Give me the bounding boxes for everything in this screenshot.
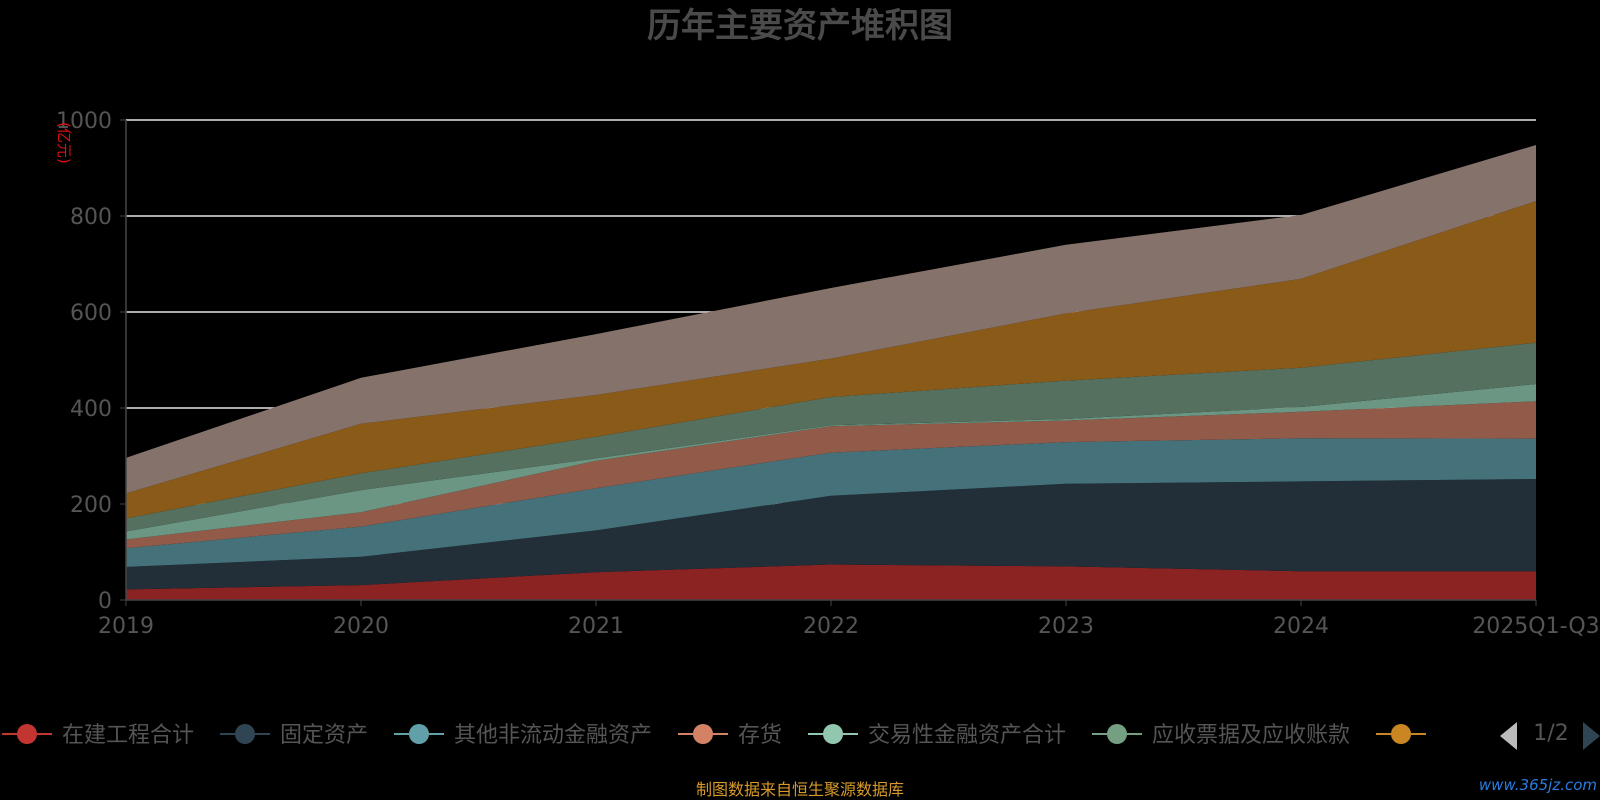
pager-prev-icon[interactable] [1500,722,1517,750]
legend-label: 应收票据及应收账款 [1152,723,1350,748]
legend-item[interactable]: 交易性金融资产合计 [808,723,1066,748]
legend-label: 存货 [738,723,782,748]
legend-marker-icon [17,724,37,744]
area-series-0 [126,564,1536,600]
legend-label: 交易性金融资产合计 [868,723,1066,748]
legend-marker-icon [823,724,843,744]
axes: 0 200 400 600 800 1000 2019 2020 2021 2022 2023 202… [56,109,1600,639]
x-tick-label: 2024 [1273,614,1329,639]
legend-marker-icon [235,724,255,744]
area-series-5 [126,342,1536,532]
x-tick-label: 2025Q1-Q3 [1472,614,1599,639]
y-tick-label: 0 [98,589,112,614]
y-tick-label: 800 [70,205,112,230]
y-tick-label: 600 [70,301,112,326]
legend-item[interactable]: 存货 [678,723,782,748]
area-series-3 [126,401,1536,549]
x-tick-label: 2021 [568,614,624,639]
y-tick-label: 1000 [56,109,112,134]
x-tick-label: 2022 [803,614,859,639]
watermark: www.365jz.com [1479,776,1597,794]
area-series-6 [126,201,1536,519]
area-series-2 [126,438,1536,567]
chart-title: 历年主要资产堆积图 [647,6,953,46]
legend-item[interactable] [1376,724,1426,744]
legend-item[interactable]: 在建工程合计 [2,723,194,748]
legend-label: 固定资产 [280,723,368,748]
area-series [126,145,1536,600]
legend-label: 其他非流动金融资产 [454,723,652,748]
legend-marker-icon [1107,724,1127,744]
legend-item[interactable]: 应收票据及应收账款 [1092,723,1350,748]
pager-next-icon[interactable] [1583,722,1600,750]
legend-item[interactable]: 其他非流动金融资产 [394,723,652,748]
area-series-1 [126,479,1536,590]
y-tick-label: 200 [70,493,112,518]
y-tick-label: 400 [70,397,112,422]
area-series-4 [126,384,1536,540]
pager-label: 1/2 [1533,721,1568,746]
legend-marker-icon [409,724,429,744]
source-note: 制图数据来自恒生聚源数据库 [696,780,904,799]
legend-item[interactable]: 固定资产 [220,723,368,748]
area-series-7 [126,145,1536,494]
legend-marker-icon [1391,724,1411,744]
legend-label: 在建工程合计 [62,723,194,748]
y-unit-label: (亿元) [55,122,73,164]
legend: 在建工程合计 固定资产 其他非流动金融资产 存货 交易性金融资产合计 应收票据及应收账款 [2,723,1426,748]
legend-marker-icon [693,724,713,744]
legend-pager: 1/2 [1500,721,1600,750]
x-tick-label: 2020 [333,614,389,639]
x-tick-label: 2023 [1038,614,1094,639]
x-tick-label: 2019 [98,614,154,639]
